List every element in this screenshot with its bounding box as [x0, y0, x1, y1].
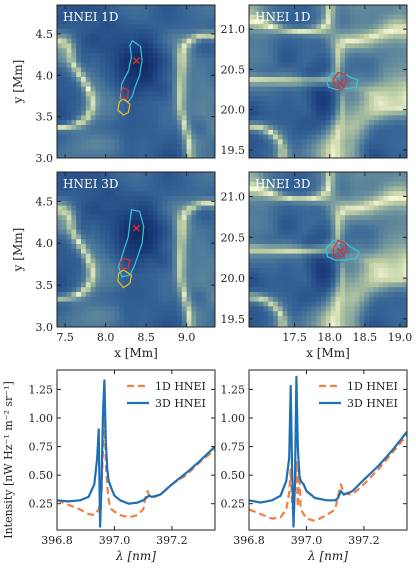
y-tick-label: 3.0 — [36, 321, 54, 334]
y-tick-label: 0.25 — [29, 498, 54, 511]
x-tick-label: 17.5 — [282, 331, 307, 344]
x-tick-label: 397.0 — [99, 534, 131, 547]
marker-x: × — [335, 244, 345, 258]
intensity-map — [57, 5, 215, 158]
y-tick-label: 20.0 — [221, 104, 246, 117]
x-axis-label: x [Mm] — [306, 346, 350, 360]
y-tick-label: 1.25 — [221, 383, 246, 396]
panel-label: HNEI 1D — [255, 10, 311, 24]
y-tick-label: 20.0 — [221, 272, 246, 285]
y-tick-label: 0.25 — [221, 498, 246, 511]
y-tick-label: 19.5 — [221, 144, 246, 157]
legend-label: 1D HNEI — [155, 380, 206, 393]
y-tick-label: 4.0 — [36, 69, 54, 82]
y-tick-label: 20.5 — [221, 231, 246, 244]
panel-frame — [248, 4, 408, 159]
y-tick-label: 1.00 — [221, 412, 246, 425]
y-tick-label: 4.5 — [36, 28, 54, 41]
x-tick-label: 18.5 — [353, 331, 378, 344]
heatmap-panel-2: × HNEI 1D 19.5 20.0 20.5 21.0 — [221, 4, 408, 159]
y-tick-label: 20.5 — [221, 63, 246, 76]
x-axis-label: x [Mm] — [114, 346, 158, 360]
x-tick-label: 9.0 — [178, 331, 196, 344]
intensity-map — [249, 5, 407, 158]
y-tick-label: 3.0 — [36, 152, 54, 165]
legend-label: 3D HNEI — [347, 397, 398, 410]
y-tick-label: 0.75 — [29, 441, 54, 454]
x-tick-label: 397.2 — [348, 534, 380, 547]
y-tick-label: 0.75 — [221, 441, 246, 454]
contour-2 — [117, 269, 133, 289]
y-tick-label: 21.0 — [221, 23, 246, 36]
y-tick-label: 3.5 — [36, 279, 54, 292]
contour-2 — [117, 97, 131, 116]
panel-frame — [56, 369, 216, 531]
y-tick-label: 21.0 — [221, 190, 246, 203]
contour-1 — [117, 208, 145, 278]
x-tick-label: 7.5 — [56, 331, 74, 344]
panel-frame — [56, 171, 216, 328]
x-tick-label: 19.0 — [388, 331, 413, 344]
spectrum-panel-2: 1D HNEI 3D HNEI 396.8 397.0 397.2 0.25 0.50 0.7… — [221, 369, 408, 563]
marker-x: × — [335, 76, 345, 90]
series-line-3d — [249, 375, 407, 528]
panel-frame — [56, 4, 216, 159]
panel-label: HNEI 3D — [255, 177, 311, 191]
legend-label: 3D HNEI — [155, 397, 206, 410]
y-tick-label: 0.50 — [29, 469, 54, 482]
marker-x: × — [131, 53, 141, 67]
contour-3 — [120, 86, 129, 100]
heatmap-panel-3: × HNEI 3D 7.5 8.0 8.5 9.0 3.0 3.5 4.0 4.5 y [Mm] x … — [11, 171, 216, 360]
heatmap-panel-4: × HNEI 3D 17.5 18.0 18.5 19.0 19.5 20.0 20.5 21.0… — [221, 171, 413, 360]
spectrum-panel-1: 1D HNEI 3D HNEI 396.8 397.0 397.2 0.25 0.50 0.7… — [2, 369, 216, 563]
y-tick-label: 3.5 — [36, 111, 54, 124]
y-tick-label: 4.5 — [36, 195, 54, 208]
panel-label: HNEI 1D — [63, 10, 119, 24]
y-axis-label: y [Mm] — [11, 60, 25, 105]
x-tick-label: 396.8 — [41, 534, 73, 547]
x-tick-label: 8.5 — [137, 331, 155, 344]
x-tick-label: 18.0 — [318, 331, 343, 344]
heatmap-panel-1: × HNEI 1D 3.0 3.5 4.0 4.5 y [Mm] — [11, 4, 216, 165]
y-axis-label: y [Mm] — [11, 228, 25, 273]
y-tick-label: 1.25 — [29, 383, 54, 396]
x-tick-label: 397.0 — [291, 534, 323, 547]
contour-2 — [332, 239, 348, 259]
legend-label: 1D HNEI — [347, 380, 398, 393]
x-axis-label: λ [nm] — [307, 549, 348, 563]
y-tick-label: 1.00 — [29, 412, 54, 425]
intensity-map — [57, 172, 215, 327]
contour-3 — [119, 257, 131, 269]
contour-2 — [332, 71, 348, 91]
series-line-1d — [249, 434, 407, 522]
marker-x: × — [131, 221, 141, 235]
panel-frame — [248, 369, 408, 531]
y-axis-label: Intensity [nW Hz⁻¹ m⁻² sr⁻¹] — [2, 381, 15, 539]
x-axis-label: λ [nm] — [115, 549, 156, 563]
intensity-map — [249, 172, 407, 327]
x-tick-label: 8.0 — [97, 331, 115, 344]
series-line-3d — [57, 379, 215, 528]
y-tick-label: 0.50 — [221, 469, 246, 482]
x-tick-label: 397.2 — [156, 534, 188, 547]
y-tick-label: 4.0 — [36, 237, 54, 250]
contour-1 — [119, 39, 143, 103]
x-tick-label: 396.8 — [233, 534, 265, 547]
contour-1 — [325, 72, 359, 91]
y-tick-label: 19.5 — [221, 313, 246, 326]
panel-frame — [248, 171, 408, 328]
panel-label: HNEI 3D — [63, 177, 119, 191]
